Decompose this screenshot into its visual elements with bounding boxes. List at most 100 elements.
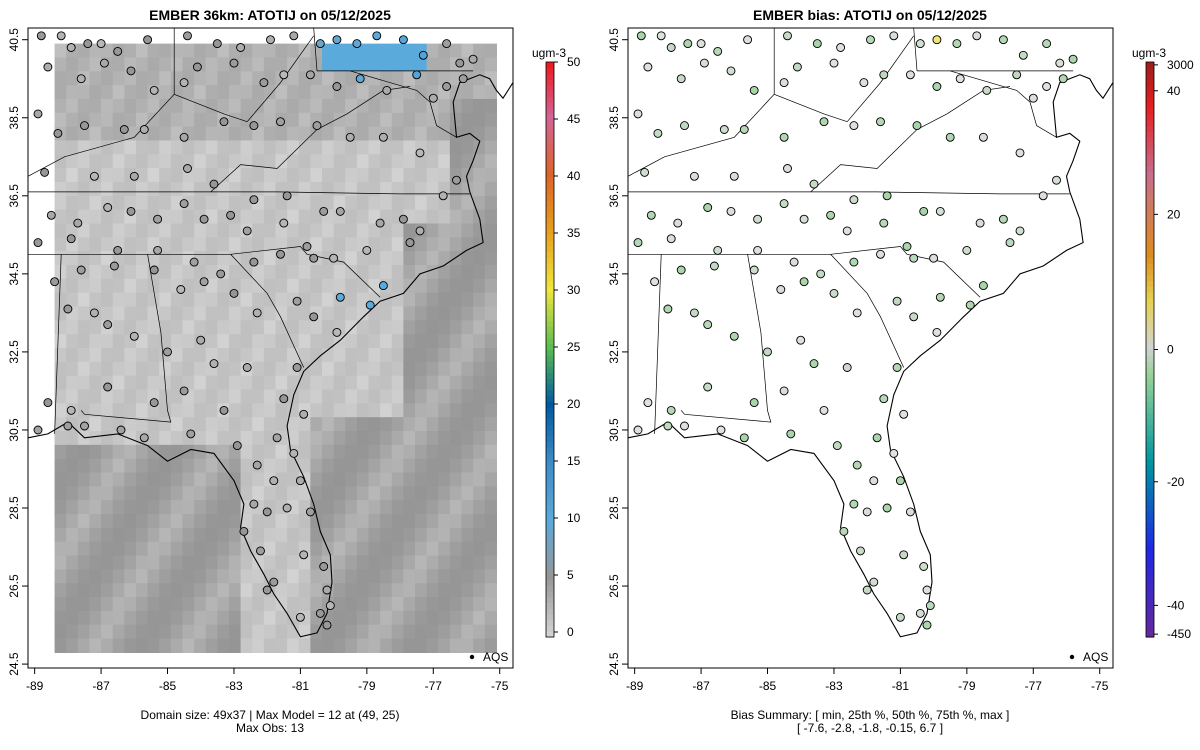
- grid-cell: [333, 140, 346, 155]
- grid-cell: [321, 181, 335, 197]
- grid-cell: [54, 112, 67, 128]
- grid-cell: [124, 306, 137, 321]
- y-tick-label: 38.5: [607, 106, 621, 130]
- station-bias-point: [932, 35, 942, 45]
- bias-colorbar-segment: [1146, 119, 1154, 126]
- grid-cell: [473, 597, 486, 612]
- station-point: [362, 245, 372, 255]
- grid-cell: [484, 348, 497, 363]
- grid-cell: [356, 85, 370, 100]
- grid-cell: [228, 403, 242, 418]
- grid-cell: [426, 583, 439, 598]
- grid-cell: [159, 126, 172, 142]
- grid-cell: [124, 237, 137, 252]
- station-bias-point: [922, 620, 932, 630]
- station-point: [183, 164, 192, 173]
- grid-cell: [298, 154, 311, 169]
- bias-colorbar-segment: [1146, 177, 1154, 184]
- grid-cell: [473, 610, 486, 626]
- plot-frame: [27, 27, 514, 669]
- station-bias-point: [643, 62, 653, 72]
- grid-cell: [368, 140, 381, 155]
- station-point: [76, 265, 86, 275]
- grid-cell: [415, 209, 428, 225]
- x-tick-label: -79: [358, 679, 376, 693]
- state-border: [950, 70, 1057, 138]
- grid-cell: [147, 43, 160, 59]
- grid-cell: [170, 527, 184, 543]
- legend-dot: [469, 654, 475, 660]
- grid-cell: [159, 486, 172, 501]
- station-bias-point: [932, 82, 942, 91]
- station-point: [113, 245, 123, 255]
- grid-cell: [333, 583, 346, 598]
- state-border: [230, 254, 305, 368]
- grid-cell: [147, 417, 160, 432]
- grid-cell: [449, 112, 463, 128]
- station-point: [355, 74, 365, 84]
- grid-cell: [298, 306, 311, 321]
- grid-cell: [287, 168, 300, 183]
- grid-cell: [54, 251, 67, 266]
- grid-cell: [66, 154, 79, 169]
- grid-cell: [135, 264, 149, 280]
- grid-cell: [333, 514, 346, 529]
- grid-cell: [333, 472, 346, 487]
- grid-cell: [438, 444, 451, 460]
- grid-cell: [333, 486, 346, 501]
- grid-cell: [147, 71, 160, 86]
- station-point: [66, 405, 76, 415]
- station-point: [398, 214, 408, 224]
- grid-cell: [194, 181, 207, 197]
- grid-cell: [182, 458, 195, 474]
- grid-cell: [170, 223, 184, 238]
- grid-cell: [101, 306, 114, 321]
- grid-cell: [368, 334, 381, 349]
- bias-colorbar-segment: [1146, 619, 1154, 627]
- colorbar-segment: [546, 90, 554, 98]
- grid-cell: [333, 527, 346, 543]
- grid-cell: [438, 251, 451, 266]
- grid-cell: [484, 251, 497, 266]
- grid-cell: [275, 417, 288, 432]
- bias-colorbar-segment: [1146, 338, 1154, 345]
- colorbar-segment: [546, 493, 554, 500]
- grid-cell: [473, 555, 486, 570]
- grid-cell: [194, 569, 207, 584]
- grid-cell: [449, 500, 463, 515]
- colorbar-segment: [546, 349, 554, 356]
- grid-cell: [403, 306, 416, 321]
- grid-cell: [484, 361, 497, 377]
- grid-cell: [356, 444, 370, 460]
- grid-cell: [298, 195, 311, 211]
- grid-cell: [147, 278, 160, 294]
- grid-cell: [112, 375, 125, 391]
- grid-cell: [449, 306, 463, 321]
- grid-cell: [321, 223, 335, 238]
- colorbar-segment: [546, 154, 554, 161]
- grid-cell: [112, 195, 125, 211]
- grid-cell: [101, 140, 114, 155]
- grid-cell: [194, 71, 207, 86]
- grid-cell: [147, 57, 160, 72]
- colorbar-segment: [546, 533, 554, 540]
- grid-cell: [368, 98, 381, 114]
- left-colorbar-unit: ugm-3: [532, 46, 567, 60]
- grid-cell: [263, 624, 277, 640]
- station-point: [139, 433, 149, 443]
- grid-cell: [77, 98, 91, 114]
- grid-cell: [368, 569, 381, 584]
- station-bias-point: [1068, 54, 1078, 64]
- grid-cell: [403, 610, 416, 626]
- grid-cell: [135, 361, 149, 377]
- grid-cell: [205, 57, 218, 72]
- grid-cell: [194, 320, 207, 335]
- grid-cell: [89, 403, 102, 418]
- grid-cell: [89, 237, 102, 252]
- grid-cell: [124, 527, 137, 543]
- grid-cell: [89, 541, 102, 557]
- grid-cell: [438, 57, 451, 72]
- station-point: [89, 171, 99, 181]
- station-bias-point: [919, 562, 929, 571]
- grid-cell: [321, 292, 335, 308]
